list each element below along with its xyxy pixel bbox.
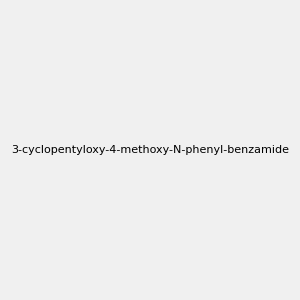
Text: 3-cyclopentyloxy-4-methoxy-N-phenyl-benzamide: 3-cyclopentyloxy-4-methoxy-N-phenyl-benz…: [11, 145, 289, 155]
